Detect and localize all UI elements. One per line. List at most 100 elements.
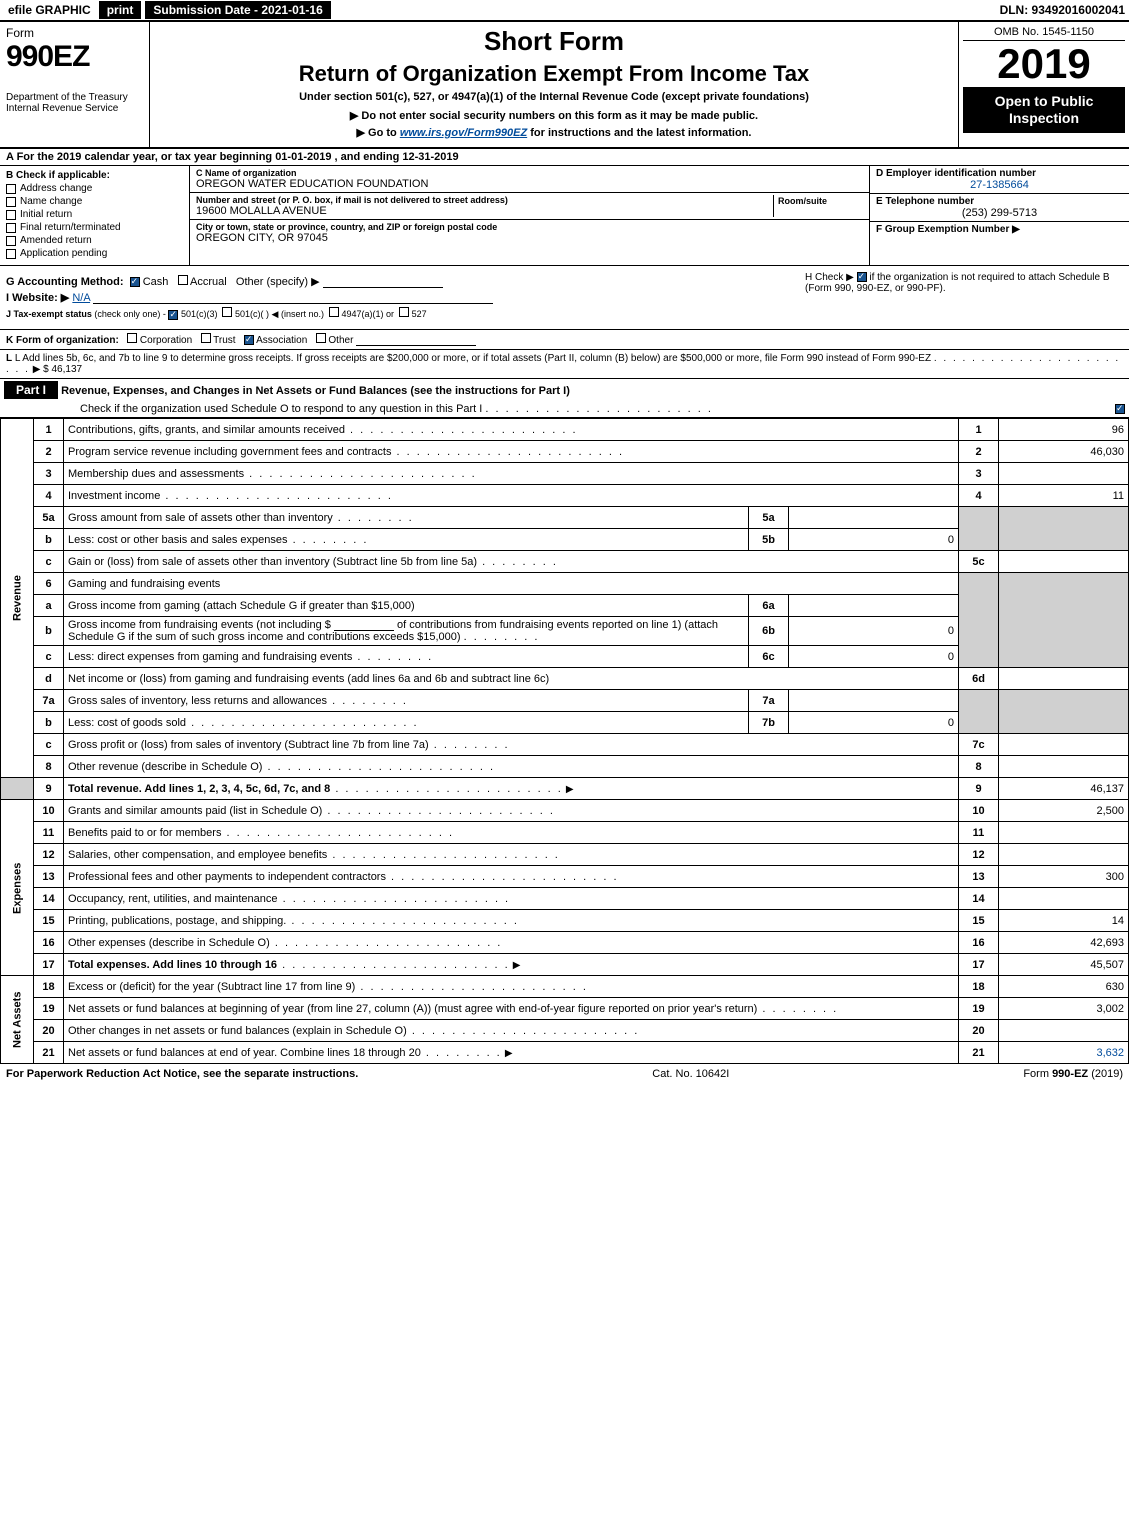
- header-mid: Short Form Return of Organization Exempt…: [150, 22, 959, 147]
- line5c-value: [999, 551, 1129, 573]
- line4-value: 11: [999, 485, 1129, 507]
- gh-left: G Accounting Method: Cash Accrual Other …: [0, 266, 799, 329]
- efile-label: efile GRAPHIC: [4, 3, 95, 17]
- line21-value: 3,632: [999, 1042, 1129, 1064]
- lines-table: Revenue 1 Contributions, gifts, grants, …: [0, 418, 1129, 1064]
- cb-initial-return[interactable]: Initial return: [6, 209, 183, 220]
- checkbox-icon: [6, 197, 16, 207]
- top-bar: efile GRAPHIC print Submission Date - 20…: [0, 0, 1129, 22]
- part1-check-line: Check if the organization used Schedule …: [80, 403, 482, 415]
- tax-year: 2019: [963, 41, 1125, 87]
- other-org-checkbox-icon[interactable]: [316, 333, 326, 343]
- tel-value: (253) 299-5713: [876, 207, 1123, 219]
- 6b-blank[interactable]: [334, 619, 394, 631]
- checkbox-icon: [6, 210, 16, 220]
- h-checkbox-icon[interactable]: [857, 272, 867, 282]
- dln-label: DLN: 93492016002041: [1000, 3, 1125, 17]
- block-bcdef: B Check if applicable: Address change Na…: [0, 166, 1129, 266]
- line6b-value: 0: [789, 617, 959, 646]
- header-right: OMB No. 1545-1150 2019 Open to Public In…: [959, 22, 1129, 147]
- line15-value: 14: [999, 910, 1129, 932]
- print-button[interactable]: print: [99, 1, 142, 19]
- line7a-value: [789, 690, 959, 712]
- part1-title: Revenue, Expenses, and Changes in Net As…: [61, 385, 570, 397]
- corp-checkbox-icon[interactable]: [127, 333, 137, 343]
- assoc-checkbox-icon[interactable]: [244, 335, 254, 345]
- expenses-side-label: Expenses: [1, 800, 34, 976]
- ein-label: D Employer identification number: [876, 168, 1123, 179]
- gross-receipts-val: 46,137: [52, 364, 83, 375]
- name-label: C Name of organization: [196, 168, 863, 178]
- cb-final-return[interactable]: Final return/terminated: [6, 222, 183, 233]
- part1-header-row: Part I Revenue, Expenses, and Changes in…: [0, 379, 1129, 418]
- cash-label: Cash: [143, 276, 169, 288]
- form-number: 990EZ: [6, 40, 143, 74]
- trust-checkbox-icon[interactable]: [201, 333, 211, 343]
- checkbox-icon: [6, 249, 16, 259]
- 527-checkbox-icon[interactable]: [399, 307, 409, 317]
- checkbox-icon: [6, 236, 16, 246]
- row-l-gross-receipts: L L Add lines 5b, 6c, and 7b to line 9 t…: [0, 350, 1129, 379]
- org-name: OREGON WATER EDUCATION FOUNDATION: [196, 178, 863, 190]
- open-public-box: Open to Public Inspection: [963, 87, 1125, 133]
- cash-checkbox-icon[interactable]: [130, 277, 140, 287]
- footer-mid: Cat. No. 10642I: [652, 1068, 729, 1080]
- line20-value: [999, 1020, 1129, 1042]
- arrow2-post: for instructions and the latest informat…: [530, 127, 751, 139]
- footer: For Paperwork Reduction Act Notice, see …: [0, 1064, 1129, 1084]
- row-a-tax-year: A For the 2019 calendar year, or tax yea…: [0, 149, 1129, 166]
- col-b-checkboxes: B Check if applicable: Address change Na…: [0, 166, 190, 265]
- other-blank[interactable]: [323, 276, 443, 288]
- ein-value: 27-1385664: [876, 179, 1123, 191]
- under-section: Under section 501(c), 527, or 4947(a)(1)…: [158, 91, 950, 103]
- other-org-blank[interactable]: [356, 334, 476, 346]
- line18-value: 630: [999, 976, 1129, 998]
- header-left: Form 990EZ Department of the Treasury In…: [0, 22, 150, 147]
- col-b-header: B Check if applicable:: [6, 170, 183, 181]
- city-label: City or town, state or province, country…: [196, 222, 863, 232]
- line5b-value: 0: [789, 529, 959, 551]
- dots-p1: [485, 403, 713, 415]
- short-form-title: Short Form: [158, 26, 950, 57]
- cb-address-change[interactable]: Address change: [6, 183, 183, 194]
- arrow2-pre: ▶ Go to: [357, 127, 400, 139]
- line5a-value: [789, 507, 959, 529]
- row-k-form-org: K Form of organization: Corporation Trus…: [0, 330, 1129, 350]
- cb-amended[interactable]: Amended return: [6, 235, 183, 246]
- form-word: Form: [6, 26, 143, 40]
- line1-value: 96: [999, 419, 1129, 441]
- footer-right: Form 990-EZ (2019): [1023, 1068, 1123, 1080]
- other-label: Other (specify) ▶: [236, 276, 320, 288]
- room-label: Room/suite: [778, 196, 827, 206]
- part1-label: Part I: [4, 381, 58, 399]
- 4947-checkbox-icon[interactable]: [329, 307, 339, 317]
- h-check: H Check ▶ if the organization is not req…: [799, 266, 1129, 329]
- schedule-o-checkbox-icon[interactable]: [1115, 404, 1125, 414]
- cb-name-change[interactable]: Name change: [6, 196, 183, 207]
- j-tax-exempt: J Tax-exempt status (check only one) - 5…: [6, 307, 793, 320]
- footer-left: For Paperwork Reduction Act Notice, see …: [6, 1068, 358, 1080]
- 501c3-checkbox-icon[interactable]: [168, 310, 178, 320]
- accrual-checkbox-icon[interactable]: [178, 275, 188, 285]
- website-link[interactable]: N/A: [72, 292, 90, 304]
- irs-link[interactable]: www.irs.gov/Form990EZ: [400, 127, 527, 139]
- line12-value: [999, 844, 1129, 866]
- line7c-value: [999, 734, 1129, 756]
- website-underline: [93, 292, 493, 304]
- row-gh: G Accounting Method: Cash Accrual Other …: [0, 266, 1129, 330]
- col-defg: D Employer identification number 27-1385…: [869, 166, 1129, 265]
- line14-value: [999, 888, 1129, 910]
- form-header: Form 990EZ Department of the Treasury In…: [0, 22, 1129, 149]
- cb-application-pending[interactable]: Application pending: [6, 248, 183, 259]
- arrow-line-1: ▶ Do not enter social security numbers o…: [158, 109, 950, 122]
- tel-label: E Telephone number: [876, 196, 1123, 207]
- 501c-checkbox-icon[interactable]: [222, 307, 232, 317]
- line16-value: 42,693: [999, 932, 1129, 954]
- line6d-value: [999, 668, 1129, 690]
- arrow-line-2: ▶ Go to www.irs.gov/Form990EZ for instru…: [158, 126, 950, 139]
- return-title: Return of Organization Exempt From Incom…: [158, 61, 950, 87]
- line11-value: [999, 822, 1129, 844]
- street-val: 19600 MOLALLA AVENUE: [196, 205, 773, 217]
- city-val: OREGON CITY, OR 97045: [196, 232, 863, 244]
- line6c-value: 0: [789, 646, 959, 668]
